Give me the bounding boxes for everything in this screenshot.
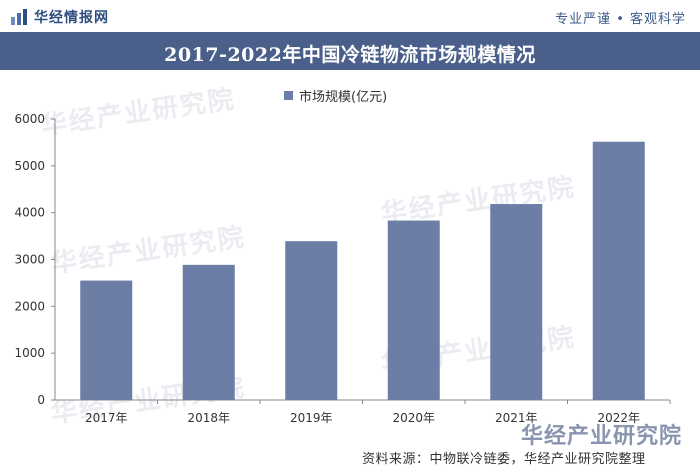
bar: [490, 204, 543, 400]
y-tick-label: 5000: [14, 159, 45, 173]
source-note: 资料来源：中物联冷链委，华经产业研究院整理: [362, 452, 646, 467]
x-tick-label: 2021年: [495, 411, 538, 425]
logo-text: 华经情报网: [34, 10, 109, 26]
legend-swatch: [284, 91, 293, 100]
title-bar: 2017-2022年中国冷链物流市场规模情况: [0, 32, 700, 70]
y-tick-label: 6000: [14, 112, 45, 126]
logo-icon: [11, 9, 27, 25]
y-tick-label: 4000: [14, 206, 45, 220]
x-tick-label: 2018年: [187, 411, 230, 425]
logo: 华经情报网: [10, 7, 109, 27]
x-tick-label: 2019年: [290, 411, 333, 425]
x-tick-label: 2017年: [85, 411, 128, 425]
slogan: 专业严谨 • 客观科学: [555, 12, 686, 27]
top-bar: 华经情报网 专业严谨 • 客观科学: [0, 0, 700, 32]
legend: 市场规模(亿元): [284, 86, 387, 105]
chart-title: 2017-2022年中国冷链物流市场规模情况: [164, 44, 536, 66]
bar: [387, 220, 440, 400]
y-tick-label: 0: [37, 393, 45, 407]
legend-label: 市场规模(亿元): [299, 90, 388, 105]
y-tick-label: 1000: [14, 346, 45, 360]
bar: [592, 141, 645, 400]
y-tick-label: 2000: [14, 299, 45, 313]
footer-brand: 华经产业研究院: [520, 424, 682, 449]
bar: [80, 280, 133, 400]
x-tick-label: 2020年: [392, 411, 435, 425]
bar: [285, 241, 338, 400]
y-tick-label: 3000: [14, 253, 45, 267]
x-tick-label: 2022年: [597, 411, 640, 425]
bar: [182, 264, 235, 400]
